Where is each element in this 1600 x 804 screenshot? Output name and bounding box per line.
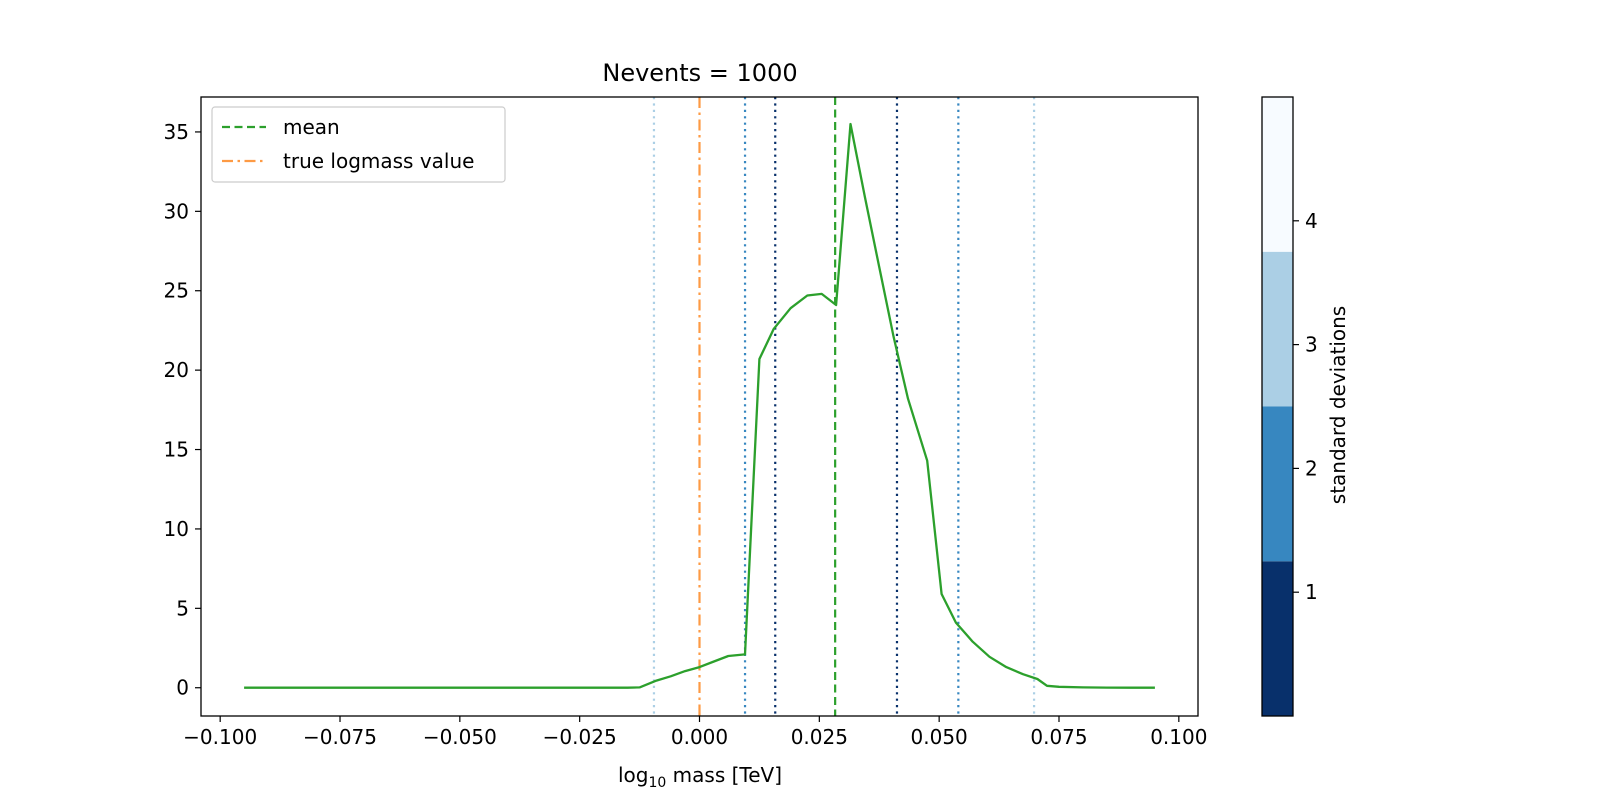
legend-label: mean — [283, 115, 340, 139]
y-tick-label: 35 — [164, 120, 189, 144]
colorbar-tick-label: 4 — [1305, 209, 1318, 233]
colorbar-tick-label: 2 — [1305, 456, 1318, 480]
x-tick-label: 0.000 — [671, 725, 728, 749]
y-tick-label: 20 — [164, 358, 189, 382]
x-tick-label: 0.100 — [1150, 725, 1207, 749]
x-tick-label: −0.050 — [423, 725, 497, 749]
x-tick-label: 0.025 — [791, 725, 848, 749]
x-tick-label: −0.025 — [543, 725, 617, 749]
colorbar-segment — [1262, 97, 1293, 252]
series-line — [244, 122, 1155, 689]
colorbar-segment — [1262, 251, 1293, 407]
colorbar-tick-label: 3 — [1305, 333, 1318, 357]
colorbar-segment — [1262, 561, 1293, 716]
x-tick-label: 0.075 — [1030, 725, 1087, 749]
colorbar: 1 2 3 4 — [1261, 96, 1318, 717]
x-tick-label: −0.075 — [303, 725, 377, 749]
colorbar-label: standard deviations — [1326, 306, 1350, 504]
colorbar-tick-label: 1 — [1305, 580, 1318, 604]
x-tick-label: −0.100 — [183, 725, 257, 749]
y-tick-label: 25 — [164, 279, 189, 303]
plot-area — [244, 97, 1155, 716]
legend: mean true logmass value — [211, 106, 506, 183]
colorbar-frame — [1261, 96, 1294, 717]
y-tick-label: 30 — [164, 199, 189, 223]
y-tick-label: 5 — [176, 596, 189, 620]
y-tick-label: 15 — [164, 438, 189, 462]
y-tick-label: 10 — [164, 517, 189, 541]
colorbar-segment — [1262, 406, 1293, 562]
legend-box — [211, 106, 506, 183]
legend-label: true logmass value — [283, 149, 474, 173]
x-axis-label: log10 mass [TeV] — [618, 763, 782, 791]
y-tick-label: 0 — [176, 676, 189, 700]
x-tick-label: 0.050 — [911, 725, 968, 749]
chart-title: Nevents = 1000 — [602, 59, 797, 87]
